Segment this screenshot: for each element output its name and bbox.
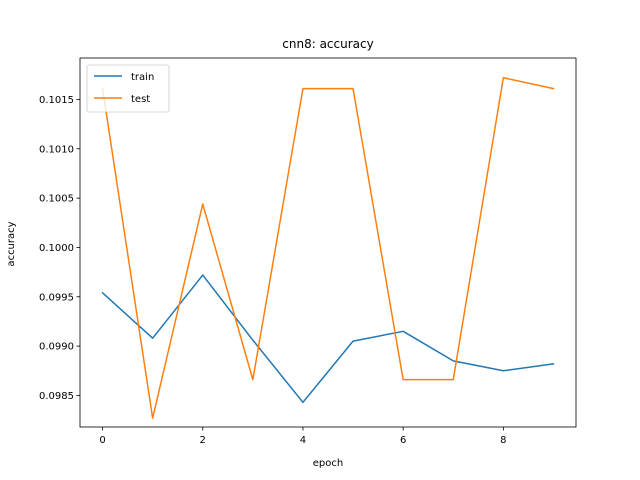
y-tick-label: 0.0985 (39, 391, 74, 402)
x-tick-label: 8 (500, 435, 506, 446)
y-tick-label: 0.0990 (39, 342, 74, 353)
y-axis-label: accuracy (6, 221, 17, 266)
y-tick-label: 0.1010 (39, 144, 74, 155)
x-tick-label: 6 (400, 435, 406, 446)
plot-area: 0 2 4 6 8 0.0985 0.0990 0.0995 0.1000 0.1005 0.101… (39, 57, 577, 446)
series-line-train (101, 274, 555, 404)
y-tick-label: 0.1015 (39, 95, 74, 106)
series-line-test (101, 76, 555, 419)
y-tick-label: 0.0995 (39, 292, 74, 303)
x-tick-label: 2 (200, 435, 206, 446)
x-axis-label: epoch (313, 458, 343, 469)
legend-box (86, 64, 170, 113)
x-tick-label: 4 (300, 435, 306, 446)
y-tick-label: 0.1000 (39, 243, 74, 254)
legend-label-train: train (131, 72, 154, 83)
legend: train test (86, 64, 170, 113)
legend-label-test: test (131, 94, 150, 105)
y-tick-label: 0.1005 (39, 194, 74, 205)
chart-title: cnn8: accuracy (282, 37, 373, 51)
axes-frame (79, 57, 577, 428)
x-tick-label: 0 (99, 435, 105, 446)
